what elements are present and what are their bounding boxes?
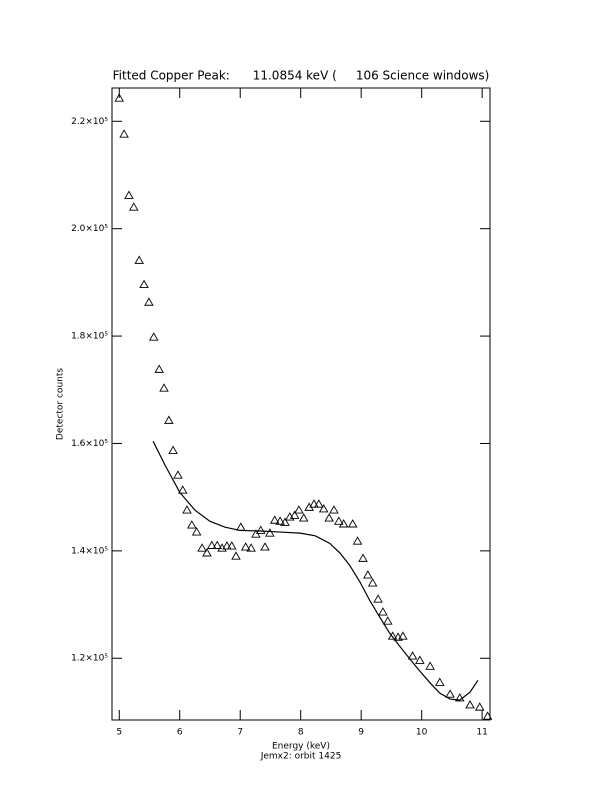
y-tick-label: 2.2×10⁵ xyxy=(71,117,108,127)
data-point xyxy=(154,364,164,373)
x-tick-label: 6 xyxy=(177,728,183,738)
y-tick-label: 1.2×10⁵ xyxy=(71,654,108,664)
data-point xyxy=(352,536,363,545)
data-point xyxy=(318,504,329,513)
x-tick-label: 7 xyxy=(237,728,243,738)
data-point xyxy=(265,528,275,537)
fit-line xyxy=(152,441,479,701)
data-point xyxy=(222,541,232,550)
data-point xyxy=(187,520,197,529)
data-point xyxy=(324,513,334,522)
data-point xyxy=(407,651,418,660)
data-point xyxy=(114,93,125,102)
data-point xyxy=(246,543,256,552)
y-tick-label: 1.4×10⁵ xyxy=(71,546,108,556)
data-point xyxy=(226,541,237,550)
x-tick-label: 10 xyxy=(416,728,428,738)
subcaption: Jemx2: orbit 1425 xyxy=(260,752,342,762)
data-point xyxy=(465,700,475,709)
data-point xyxy=(425,661,435,670)
data-point xyxy=(334,516,344,525)
data-point xyxy=(197,543,207,552)
data-point xyxy=(314,499,324,508)
data-point xyxy=(280,517,290,526)
data-point xyxy=(398,631,408,640)
data-point xyxy=(454,693,465,702)
data-point xyxy=(207,540,217,549)
data-point xyxy=(275,516,285,525)
data-point xyxy=(338,519,349,528)
y-tick-label: 1.8×10⁵ xyxy=(71,332,108,342)
data-point xyxy=(191,527,202,536)
x-axis-label: Energy (keV) xyxy=(272,742,330,752)
data-point xyxy=(289,510,300,519)
data-point xyxy=(309,499,319,508)
y-tick-label: 2.0×10⁵ xyxy=(71,224,108,234)
data-point xyxy=(347,519,358,528)
data-point xyxy=(269,515,280,524)
data-point xyxy=(134,255,144,264)
x-tick-label: 9 xyxy=(358,728,364,738)
data-point xyxy=(383,616,393,625)
data-point xyxy=(298,513,309,522)
data-point xyxy=(445,689,455,698)
y-axis-label: Detector counts xyxy=(56,368,66,440)
data-point xyxy=(294,505,304,514)
data-point xyxy=(387,631,398,640)
data-point xyxy=(363,570,373,579)
data-point xyxy=(474,702,485,711)
data-point xyxy=(482,711,493,720)
data-point xyxy=(148,332,159,341)
x-tick-label: 8 xyxy=(298,728,304,738)
data-point xyxy=(168,445,178,454)
data-point xyxy=(367,578,378,587)
data-point xyxy=(124,190,134,199)
y-tick-label: 1.6×10⁵ xyxy=(71,439,108,449)
data-point xyxy=(202,548,212,557)
x-tick-label: 11 xyxy=(476,728,487,738)
data-point xyxy=(256,525,266,534)
data-point xyxy=(240,542,251,551)
data-point xyxy=(373,594,383,603)
data-point xyxy=(119,129,129,138)
data-point xyxy=(378,607,388,616)
data-point xyxy=(159,383,169,392)
data-point xyxy=(231,551,241,560)
data-point xyxy=(128,202,139,211)
data-point xyxy=(329,505,339,514)
data-point xyxy=(139,279,149,288)
data-point xyxy=(212,540,223,549)
data-point xyxy=(164,415,174,424)
data-point xyxy=(177,485,188,494)
data-point xyxy=(260,542,270,551)
data-point xyxy=(173,470,183,479)
data-point xyxy=(182,505,192,514)
x-tick-label: 5 xyxy=(116,728,122,738)
data-point xyxy=(415,655,425,664)
data-point xyxy=(435,677,445,686)
data-point xyxy=(358,553,368,562)
data-point xyxy=(144,297,154,306)
chart-title: Fitted Copper Peak: 11.0854 keV ( 106 Sc… xyxy=(113,69,490,83)
